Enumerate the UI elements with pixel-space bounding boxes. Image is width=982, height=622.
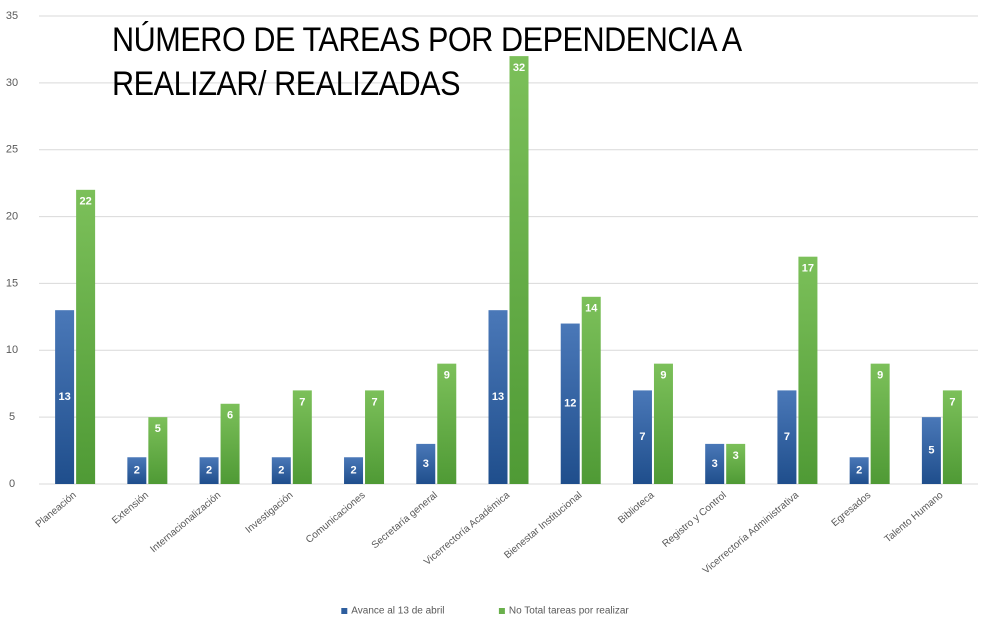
x-tick-label: Extensión (110, 490, 151, 527)
bar (437, 363, 457, 484)
data-label: 7 (299, 396, 305, 408)
data-label: 2 (278, 465, 284, 477)
data-label: 2 (856, 465, 862, 477)
bar (199, 457, 219, 484)
legend-label: Avance al 13 de abril (351, 606, 444, 617)
legend-swatch (341, 608, 348, 614)
chart-title: NÚMERO DE TAREAS POR DEPENDENCIA A REALI… (112, 21, 741, 103)
data-label: 3 (423, 458, 429, 470)
bar (777, 390, 797, 484)
legend-swatch (498, 608, 505, 614)
bar (653, 363, 673, 484)
y-tick-label: 5 (9, 411, 15, 423)
bar (271, 457, 291, 484)
x-tick-label: Planeación (34, 490, 79, 530)
data-label: 17 (802, 263, 814, 275)
data-label: 7 (784, 431, 790, 443)
bar (76, 189, 96, 485)
bar (632, 390, 652, 484)
y-tick-label: 25 (6, 144, 18, 156)
data-label: 2 (134, 465, 140, 477)
y-tick-label: 15 (6, 277, 18, 289)
data-label: 3 (733, 450, 739, 462)
data-label: 12 (564, 398, 576, 410)
x-tick-label: Investigación (244, 490, 296, 536)
bar (55, 310, 75, 484)
bar (148, 417, 168, 484)
x-tick-label: Registro y Control (660, 490, 728, 550)
bar (344, 457, 364, 484)
bar (416, 443, 436, 484)
y-tick-label: 30 (6, 77, 18, 89)
bar (292, 390, 312, 484)
y-tick-label: 35 (6, 10, 18, 22)
x-tick-label: Talento Humano (883, 490, 946, 546)
bar (870, 363, 890, 484)
data-label: 13 (58, 391, 70, 403)
bar (365, 390, 385, 484)
data-label: 5 (155, 423, 161, 435)
bar (705, 443, 725, 484)
legend-label: No Total tareas por realizar (509, 606, 630, 617)
data-label: 6 (227, 410, 233, 422)
y-tick-label: 0 (9, 478, 15, 490)
data-label: 7 (639, 431, 645, 443)
data-label: 7 (949, 396, 955, 408)
data-label: 2 (350, 465, 356, 477)
y-tick-label: 10 (6, 344, 18, 356)
data-label: 32 (513, 62, 525, 74)
data-label: 3 (712, 458, 718, 470)
x-tick-label: Comunicaciones (304, 490, 368, 546)
bar (127, 457, 147, 484)
data-label: 13 (492, 391, 504, 403)
x-tick-label: Secretaría general (370, 490, 440, 551)
data-label: 9 (444, 370, 450, 382)
bar (560, 323, 580, 484)
bar (220, 403, 240, 484)
data-label: 9 (660, 370, 666, 382)
bar (849, 457, 869, 484)
data-label: 14 (585, 303, 598, 315)
data-label: 9 (877, 370, 883, 382)
bar (581, 296, 601, 484)
data-label: 5 (928, 444, 934, 456)
bar (726, 443, 746, 484)
x-tick-label: Egresados (830, 490, 874, 529)
x-tick-label: Internacionalización (148, 490, 223, 555)
bar (798, 256, 818, 484)
y-tick-label: 20 (6, 210, 18, 222)
bar (509, 56, 529, 484)
data-label: 7 (371, 396, 377, 408)
bar (488, 310, 508, 484)
data-label: 2 (206, 465, 212, 477)
x-tick-label: Bienestar Institucional (502, 490, 584, 561)
bar (921, 417, 941, 484)
x-tick-label: Biblioteca (616, 490, 657, 527)
bar (942, 390, 962, 484)
data-label: 22 (79, 196, 91, 208)
